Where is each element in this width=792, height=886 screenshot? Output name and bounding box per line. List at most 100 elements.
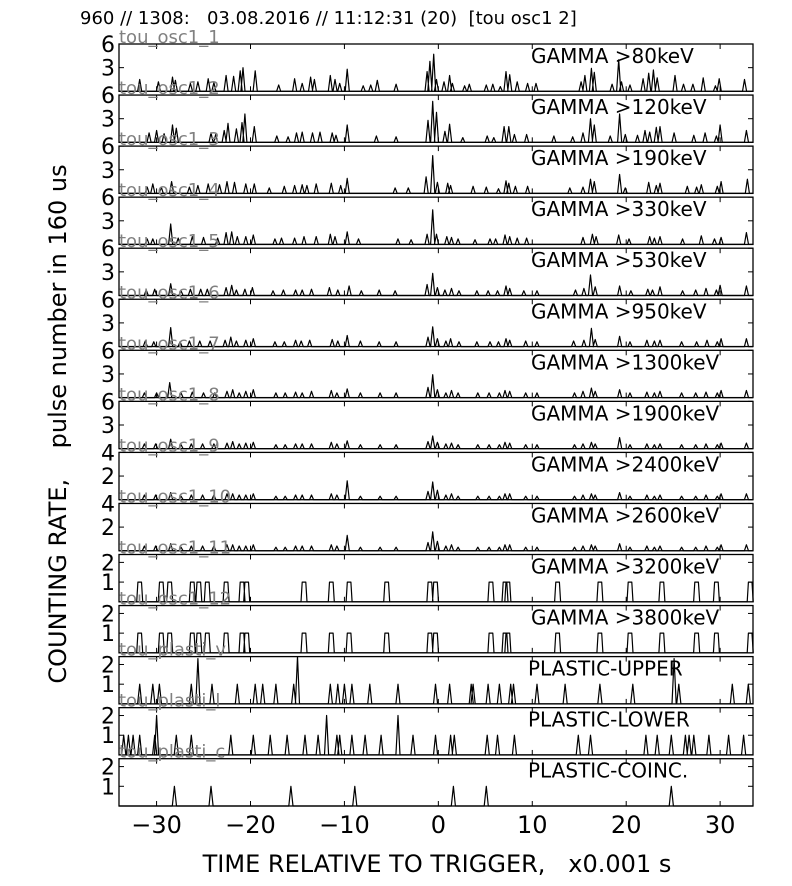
panel-title: GAMMA >3800keV bbox=[531, 606, 720, 630]
panel-title: GAMMA >1900keV bbox=[531, 401, 720, 425]
panel-title: GAMMA >1300keV bbox=[531, 350, 720, 374]
y-tick-label: 3 bbox=[101, 363, 115, 388]
series-line bbox=[119, 326, 753, 348]
y-tick-label: 6 bbox=[101, 390, 115, 415]
channel-label: tou_osc1_3 bbox=[119, 129, 220, 150]
panel-tou_osc1_11: 12 GAMMA >3200keV tou_osc1_11 bbox=[101, 538, 754, 603]
panel-title: GAMMA >2600keV bbox=[531, 503, 720, 527]
y-tick-label: 2 bbox=[101, 551, 115, 576]
x-tick-label: −20 bbox=[225, 811, 276, 839]
series-line bbox=[119, 53, 753, 92]
y-tick-label: 2 bbox=[101, 705, 115, 730]
y-tick-label: 3 bbox=[101, 159, 115, 184]
y-tick-label: 3 bbox=[101, 57, 115, 82]
x-tick-label: 30 bbox=[705, 811, 736, 839]
channel-label: tou_osc1_9 bbox=[119, 435, 220, 456]
y-tick-label: 1 bbox=[101, 724, 115, 749]
channel-label: tou_osc1_8 bbox=[119, 384, 220, 405]
y-tick-label: 2 bbox=[101, 465, 115, 490]
channel-label: tou_osc1_6 bbox=[119, 282, 220, 303]
series-line bbox=[119, 581, 754, 603]
x-tick-label: −10 bbox=[319, 811, 370, 839]
series-line bbox=[119, 155, 753, 194]
panel-title: GAMMA >3200keV bbox=[531, 555, 720, 579]
panel-tou_plasti_v: 12 PLASTIC-UPPER tou_plasti_v bbox=[101, 640, 754, 705]
channel-label: tou_osc1_4 bbox=[119, 180, 220, 201]
panel-frame bbox=[118, 553, 754, 603]
x-tick-label: 20 bbox=[611, 811, 642, 839]
y-tick-label: 2 bbox=[101, 602, 115, 627]
channel-label: tou_osc1_10 bbox=[119, 486, 231, 507]
panel-tou_osc1_12: 12 GAMMA >3800keV tou_osc1_12 bbox=[101, 589, 754, 654]
panel-title: GAMMA >2400keV bbox=[531, 452, 720, 476]
panel-tou_osc1_3: 36 GAMMA >190keV tou_osc1_3 bbox=[101, 129, 754, 195]
series-line bbox=[119, 785, 753, 807]
panel-title: GAMMA >190keV bbox=[531, 146, 707, 170]
panel-tou_osc1_2: 36 GAMMA >120keV tou_osc1_2 bbox=[101, 78, 754, 144]
y-tick-label: 6 bbox=[101, 84, 115, 109]
panel-tou_osc1_9: 24 GAMMA >2400keV tou_osc1_9 bbox=[101, 435, 754, 501]
y-tick-label: 3 bbox=[101, 414, 115, 439]
series-line bbox=[119, 656, 753, 705]
panel-tou_osc1_6: 36 GAMMA >950keV tou_osc1_6 bbox=[101, 282, 754, 348]
channel-label: tou_plasti_v bbox=[119, 640, 226, 661]
y-tick-label: 4 bbox=[101, 492, 115, 517]
panel-title: GAMMA >80keV bbox=[531, 44, 694, 68]
series-line bbox=[119, 714, 753, 756]
y-tick-label: 2 bbox=[101, 516, 115, 541]
y-axis-label: COUNTING RATE, pulse number in 160 us bbox=[44, 164, 72, 684]
channel-label: tou_osc1_11 bbox=[119, 538, 231, 559]
panel-title: PLASTIC-LOWER bbox=[528, 708, 690, 732]
panel-frame bbox=[118, 655, 754, 705]
x-tick-label: 10 bbox=[517, 811, 548, 839]
panel-tou_osc1_4: 36 GAMMA >330keV tou_osc1_4 bbox=[101, 180, 754, 246]
y-tick-label: 1 bbox=[101, 622, 115, 647]
series-line bbox=[119, 100, 753, 143]
header-text: 960 // 1308: 03.08.2016 // 11:12:31 (20)… bbox=[80, 8, 577, 29]
channel-label: tou_osc1_5 bbox=[119, 231, 220, 252]
panel-title: GAMMA >950keV bbox=[531, 299, 707, 323]
y-tick-label: 1 bbox=[101, 775, 115, 800]
panel-tou_osc1_10: 24 GAMMA >2600keV tou_osc1_10 bbox=[101, 486, 754, 552]
x-axis-label: TIME RELATIVE TO TRIGGER, x0.001 s bbox=[202, 850, 672, 878]
series-line bbox=[119, 531, 753, 552]
panel-title: GAMMA >530keV bbox=[531, 248, 707, 272]
y-tick-label: 3 bbox=[101, 108, 115, 133]
panel-frame bbox=[118, 604, 754, 654]
panel-tou_osc1_7: 36 GAMMA >1300keV tou_osc1_7 bbox=[101, 333, 754, 399]
channel-label: tou_osc1_7 bbox=[119, 333, 220, 354]
panel-tou_osc1_1: 36 GAMMA >80keV tou_osc1_1 bbox=[101, 27, 754, 92]
series-line bbox=[119, 374, 753, 399]
y-tick-label: 1 bbox=[101, 673, 115, 698]
series-line bbox=[119, 272, 753, 297]
y-tick-label: 4 bbox=[101, 441, 115, 466]
y-tick-label: 6 bbox=[101, 288, 115, 313]
y-tick-label: 2 bbox=[101, 653, 115, 678]
panel-tou_plasti_l: 12 PLASTIC-LOWER tou_plasti_l bbox=[101, 691, 754, 756]
panel-tou_plasti_c: 12 PLASTIC-COINC. tou_plasti_c bbox=[101, 742, 754, 807]
panel-tou_osc1_8: 36 GAMMA >1900keV tou_osc1_8 bbox=[101, 384, 754, 450]
channel-label: tou_plasti_l bbox=[119, 691, 220, 712]
channel-label: tou_osc1_12 bbox=[119, 589, 231, 610]
x-tick-label: 0 bbox=[431, 811, 446, 839]
series-line bbox=[119, 209, 753, 245]
panel-title: PLASTIC-COINC. bbox=[528, 759, 688, 783]
y-tick-label: 2 bbox=[101, 756, 115, 781]
y-tick-label: 6 bbox=[101, 237, 115, 262]
y-tick-label: 6 bbox=[101, 339, 115, 364]
panel-title: PLASTIC-UPPER bbox=[528, 657, 683, 681]
series-line bbox=[119, 480, 753, 501]
channel-label: tou_plasti_c bbox=[119, 742, 225, 763]
panel-title: GAMMA >330keV bbox=[531, 197, 707, 221]
panel-tou_osc1_5: 36 GAMMA >530keV tou_osc1_5 bbox=[101, 231, 754, 297]
y-tick-label: 3 bbox=[101, 312, 115, 337]
channel-label: tou_osc1_2 bbox=[119, 78, 220, 99]
y-tick-label: 3 bbox=[101, 210, 115, 235]
panel-frame bbox=[118, 707, 754, 756]
channel-label: tou_osc1_1 bbox=[119, 27, 220, 48]
series-line bbox=[119, 632, 754, 654]
y-tick-label: 6 bbox=[101, 186, 115, 211]
x-tick-label: −30 bbox=[131, 811, 182, 839]
